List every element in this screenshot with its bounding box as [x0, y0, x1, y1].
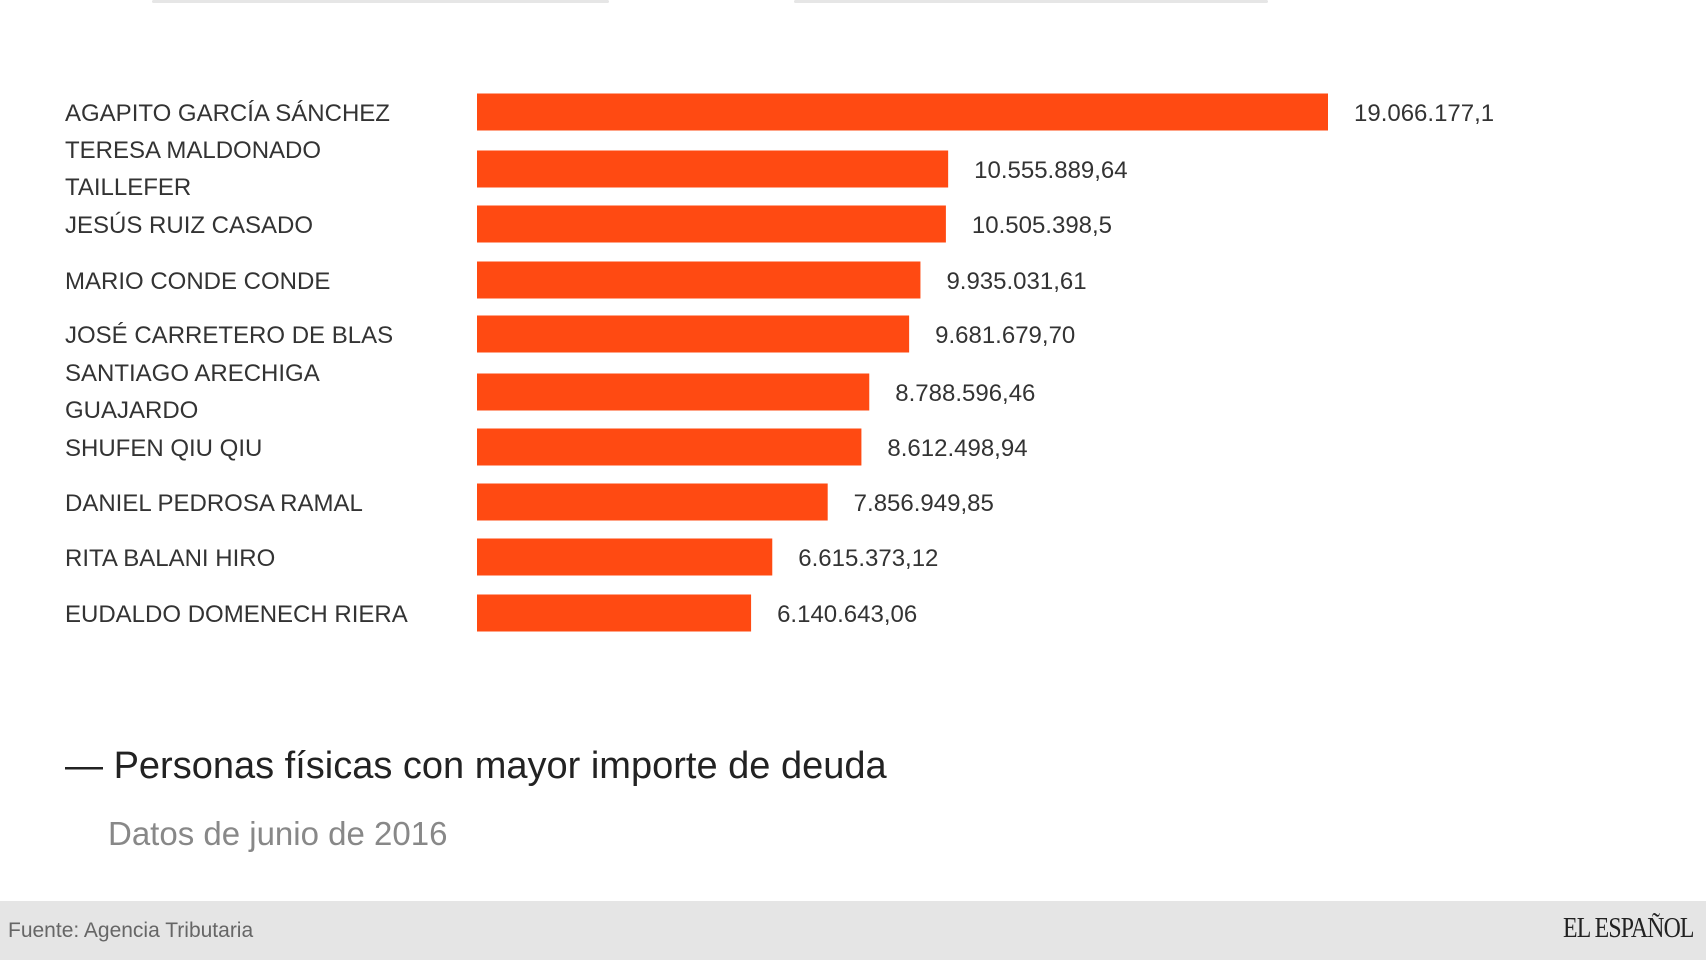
- category-label: SHUFEN QIU QIU: [65, 435, 262, 462]
- value-label: 9.935.031,61: [946, 268, 1086, 295]
- bar: [477, 205, 946, 243]
- chart-title-text: Personas físicas con mayor importe de de…: [113, 745, 887, 787]
- source-note: Fuente: Agencia Tributaria: [8, 919, 254, 942]
- bar: [477, 373, 870, 411]
- value-label: 10.555.889,64: [974, 157, 1127, 184]
- value-label: 8.612.498,94: [887, 435, 1027, 462]
- chart-title: — Personas físicas con mayor importe de …: [65, 745, 887, 788]
- bar: [477, 483, 828, 521]
- category-label: TAILLEFER: [65, 174, 191, 201]
- el-espanol-logo: EL ESPAÑOL: [1563, 913, 1694, 944]
- bar: [477, 594, 752, 632]
- bar: [477, 538, 773, 576]
- value-label: 6.615.373,12: [798, 545, 938, 572]
- value-label: 7.856.949,85: [854, 490, 994, 517]
- bar: [477, 428, 862, 466]
- top-tab-line-1: [152, 0, 609, 3]
- value-label: 6.140.643,06: [777, 601, 917, 628]
- chart-subtitle: Datos de junio de 2016: [108, 815, 448, 852]
- category-label: SANTIAGO ARECHIGA: [65, 360, 320, 387]
- top-tab-line-2: [794, 0, 1268, 3]
- footer-bar: Fuente: Agencia Tributaria EL ESPAÑOL: [0, 901, 1706, 960]
- value-label: 8.788.596,46: [895, 380, 1035, 407]
- value-label: 19.066.177,1: [1354, 100, 1494, 127]
- category-label: DANIEL PEDROSA RAMAL: [65, 490, 363, 517]
- value-label: 9.681.679,70: [935, 322, 1075, 349]
- category-label: MARIO CONDE CONDE: [65, 268, 330, 295]
- bar: [477, 315, 910, 353]
- bar: [477, 150, 949, 188]
- category-label: RITA BALANI HIRO: [65, 545, 275, 572]
- bar: [477, 93, 1328, 131]
- bar-chart: 19.066.177,1 AGAPITO GARCÍA SÁNCHEZ 10.555…: [65, 93, 1494, 632]
- category-label: EUDALDO DOMENECH RIERA: [65, 601, 408, 628]
- category-label: JESÚS RUIZ CASADO: [65, 212, 313, 239]
- bar: [477, 261, 921, 299]
- category-label: GUAJARDO: [65, 397, 198, 424]
- title-dash: —: [65, 745, 103, 787]
- category-label: AGAPITO GARCÍA SÁNCHEZ: [65, 100, 390, 127]
- value-label: 10.505.398,5: [972, 212, 1112, 239]
- category-label: TERESA MALDONADO: [65, 137, 321, 164]
- category-label: JOSÉ CARRETERO DE BLAS: [65, 322, 393, 349]
